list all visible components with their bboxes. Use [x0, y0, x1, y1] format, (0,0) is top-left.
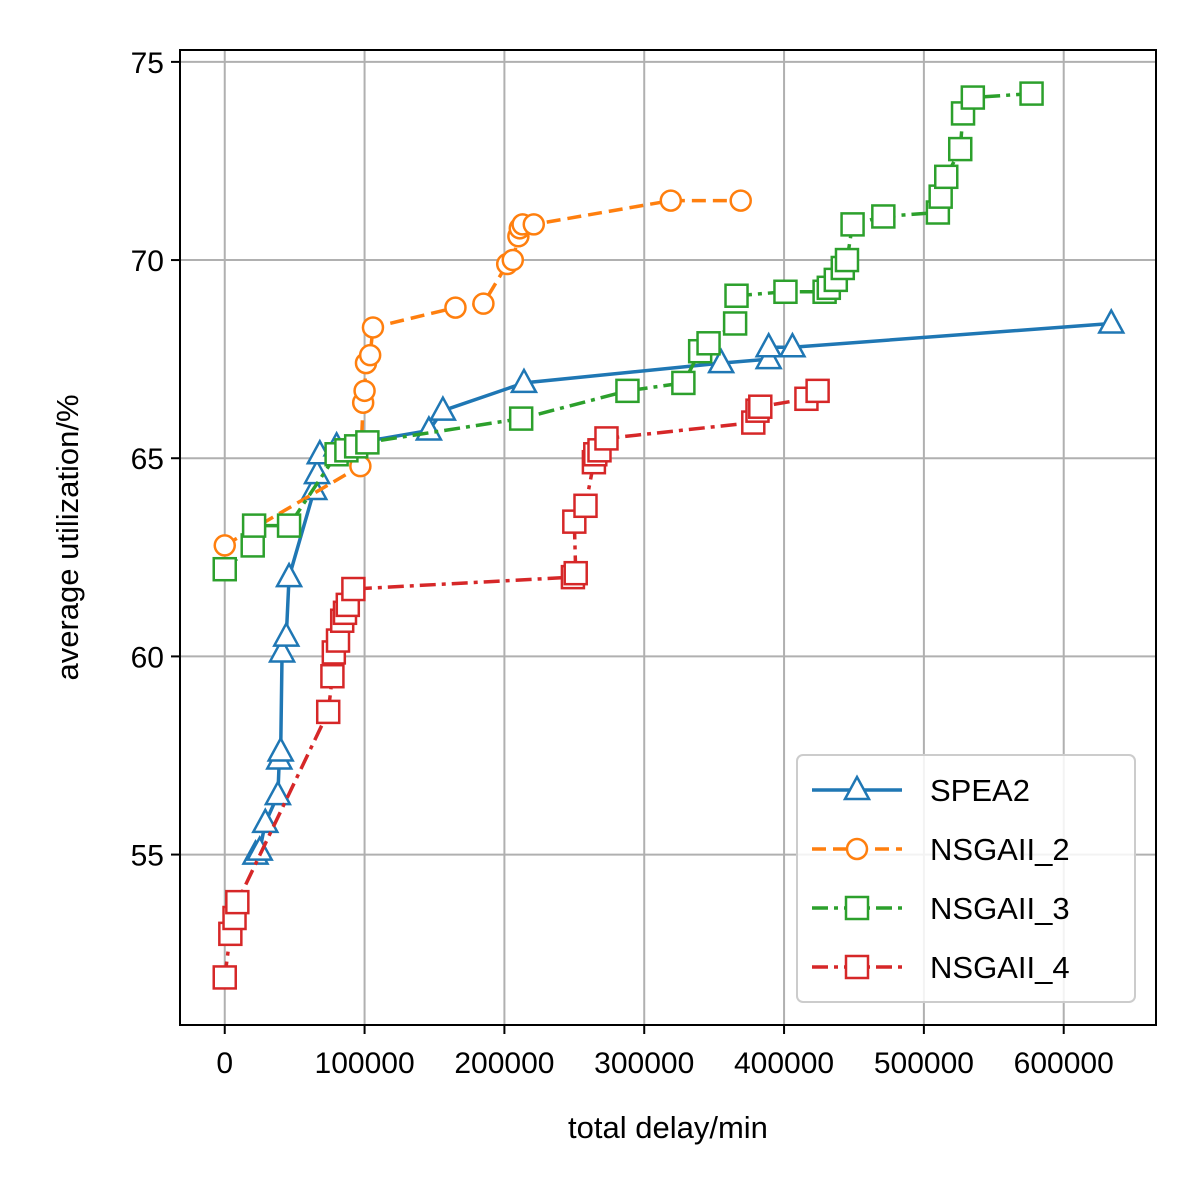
data-point-spea2 [707, 347, 736, 374]
y-tick-label: 65 [131, 443, 164, 476]
data-point-nsgaii-4 [315, 699, 341, 725]
data-point-nsgaii-4 [748, 394, 773, 419]
data-point-nsgaii-2 [353, 379, 376, 403]
plot-area [212, 81, 1126, 990]
data-point-nsgaii-3 [834, 247, 860, 273]
data-point-nsgaii-3 [508, 406, 534, 431]
ticks: 0 100000 200000 300000 400000 500000 600000 55 6… [131, 47, 1114, 1080]
data-point-nsgaii-3 [724, 283, 749, 308]
legend-marker-nsgaii-2 [845, 837, 869, 861]
series-nsgaii-4 [212, 378, 830, 990]
data-point-spea2 [263, 779, 292, 806]
data-point-spea2 [509, 367, 539, 394]
x-tick-label: 600000 [1014, 1047, 1114, 1080]
data-point-nsgaii-3 [696, 331, 721, 356]
data-point-spea2 [272, 620, 301, 647]
data-point-nsgaii-4 [212, 965, 237, 990]
data-point-nsgaii-2 [472, 292, 495, 315]
data-point-nsgaii-3 [671, 370, 696, 396]
data-point-nsgaii-3 [241, 513, 267, 538]
legend-marker-nsgaii-3 [844, 895, 870, 921]
data-point-nsgaii-3 [934, 164, 959, 190]
axes-frame [179, 49, 1157, 1026]
data-point-nsgaii-4 [805, 378, 830, 404]
series-nsgaii-3 [212, 81, 1044, 582]
data-point-nsgaii-2 [522, 213, 546, 236]
data-point-nsgaii-2 [729, 189, 752, 212]
data-point-nsgaii-2 [659, 189, 683, 212]
series-nsgaii-2 [213, 189, 752, 557]
data-point-nsgaii-3 [1019, 81, 1044, 106]
y-tick-label: 55 [131, 840, 164, 873]
legend-label-nsgaii-2: NSGAII_2 [930, 832, 1070, 867]
x-tick-label: 0 [216, 1047, 233, 1080]
y-axis-label: average utilization/% [50, 394, 85, 680]
data-point-nsgaii-4 [225, 889, 250, 915]
data-point-nsgaii-3 [947, 136, 973, 162]
data-point-nsgaii-3 [773, 279, 798, 305]
data-point-nsgaii-4 [573, 493, 598, 519]
data-point-spea2 [251, 807, 280, 834]
data-point-spea2 [754, 331, 783, 358]
legend-marker-spea2 [842, 774, 872, 801]
data-point-nsgaii-4 [594, 426, 619, 451]
x-tick-label: 100000 [315, 1047, 415, 1080]
x-tick-label: 500000 [874, 1047, 974, 1080]
x-tick-label: 200000 [454, 1047, 554, 1080]
data-point-nsgaii-3 [960, 85, 986, 110]
data-point-nsgaii-2 [444, 296, 467, 319]
data-point-nsgaii-2 [358, 343, 382, 367]
y-tick-label: 60 [131, 641, 164, 674]
data-point-spea2 [245, 834, 274, 861]
data-point-nsgaii-3 [355, 430, 380, 455]
data-point-nsgaii-3 [212, 556, 237, 582]
y-tick-label: 70 [131, 245, 164, 278]
legend-label-nsgaii-4: NSGAII_4 [930, 950, 1070, 985]
data-point-spea2 [266, 735, 295, 762]
data-point-nsgaii-3 [615, 378, 640, 404]
data-point-spea2 [274, 561, 304, 588]
data-point-spea2 [778, 331, 807, 358]
data-point-spea2 [267, 636, 297, 663]
data-point-nsgaii-4 [320, 663, 345, 689]
x-tick-label: 400000 [734, 1047, 834, 1080]
y-tick-label: 75 [131, 47, 164, 80]
legend-marker-nsgaii-4 [844, 954, 870, 980]
data-point-nsgaii-4 [341, 576, 366, 602]
legend-label-nsgaii-3: NSGAII_3 [930, 891, 1070, 926]
data-point-nsgaii-3 [840, 212, 865, 237]
data-point-nsgaii-2 [361, 316, 385, 339]
x-tick-label: 300000 [594, 1047, 694, 1080]
data-point-nsgaii-2 [213, 534, 236, 557]
data-point-nsgaii-3 [871, 204, 896, 229]
data-point-spea2 [1097, 307, 1126, 334]
data-point-nsgaii-4 [563, 560, 588, 586]
data-point-spea2 [428, 395, 457, 421]
data-point-nsgaii-3 [722, 311, 748, 336]
x-axis-label: total delay/min [568, 1110, 768, 1145]
legend: SPEA2 NSGAII_2 NSGAII_3 NSGAII_4 [796, 754, 1136, 1003]
data-point-nsgaii-3 [276, 513, 302, 538]
legend-box [796, 754, 1136, 1003]
legend-label-spea2: SPEA2 [930, 773, 1030, 808]
data-point-nsgaii-2 [501, 248, 525, 272]
